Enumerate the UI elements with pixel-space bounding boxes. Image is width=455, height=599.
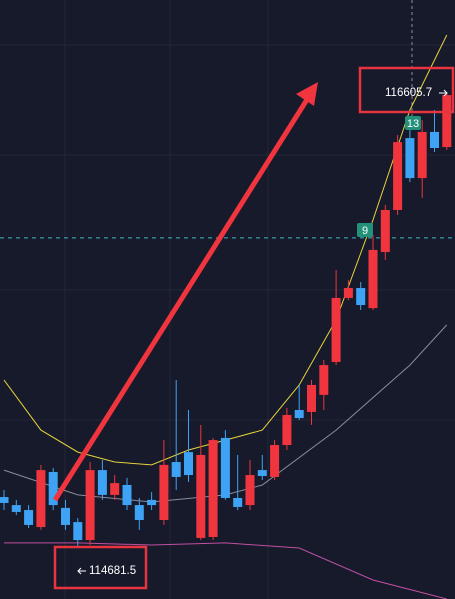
trend-arrow-head	[296, 82, 318, 106]
left-arrow-icon	[77, 567, 86, 575]
candle-body	[11, 505, 21, 512]
candle-body	[442, 95, 452, 148]
candle-body	[294, 410, 304, 419]
candle-body	[171, 462, 181, 477]
candle-body	[48, 471, 58, 506]
candle-body	[0, 497, 9, 503]
candle-body	[220, 437, 230, 498]
signal-marker	[357, 223, 373, 237]
signal-marker	[405, 116, 421, 130]
candle-body	[270, 445, 280, 477]
plot: 9 13	[0, 34, 455, 599]
candle-body	[405, 138, 415, 179]
candle-body	[430, 131, 439, 149]
candle-body	[196, 454, 206, 538]
candle-body	[159, 464, 169, 520]
candle-body	[61, 507, 70, 525]
candle-body	[147, 499, 157, 506]
candle-body	[184, 452, 193, 476]
trend-arrow	[52, 96, 311, 502]
high-label: 116605.7	[385, 87, 432, 99]
candle-body	[208, 440, 218, 538]
low-box	[53, 545, 148, 590]
candle-body	[134, 505, 144, 520]
candle-body	[233, 497, 243, 507]
candle-body	[110, 483, 120, 495]
candle-body	[24, 510, 34, 525]
signal-label: 13	[407, 118, 419, 130]
candle-body	[307, 384, 316, 412]
candle-body	[343, 288, 353, 298]
candle-body	[356, 288, 366, 306]
candle-body	[331, 297, 341, 363]
candle-body	[122, 484, 132, 506]
candle-body	[282, 414, 292, 446]
candle-body	[393, 142, 403, 210]
candle-body	[380, 209, 390, 253]
candle-body	[73, 522, 83, 541]
high-box	[358, 66, 455, 114]
candle-body	[257, 470, 267, 476]
candle-body	[368, 249, 378, 309]
candle-body	[97, 470, 107, 495]
low-label: 114681.5	[89, 565, 136, 577]
candle-body	[319, 365, 329, 395]
candle-body	[85, 470, 95, 541]
candle-body	[417, 131, 427, 179]
right-arrow-icon	[439, 89, 448, 97]
signal-label: 9	[362, 225, 368, 237]
candle-body	[245, 475, 255, 506]
candle-body	[36, 470, 46, 528]
